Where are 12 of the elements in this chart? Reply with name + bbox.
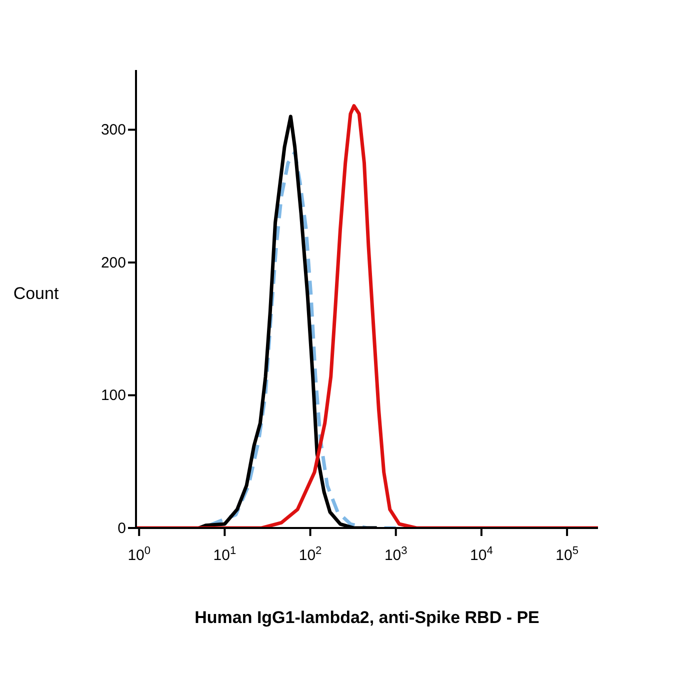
x-tick-label: 10$^{5}$ [556, 545, 578, 564]
y-tick-label: 100 [100, 387, 126, 404]
y-axis-title: Count [13, 284, 59, 303]
y-tick-label: 200 [100, 254, 126, 272]
y-tick-label: 0 [118, 520, 126, 537]
x-tick-label: 10$^{0}$ [128, 545, 151, 564]
x-tick-label: 10$^{2}$ [298, 545, 322, 564]
y-tick-label: 300 [100, 122, 126, 139]
x-tick-label: 10$^{3}$ [384, 545, 408, 564]
x-axis-title: Human IgG1-lambda2, anti-Spike RBD - PE [194, 608, 540, 627]
x-tick-label: 10$^{1}$ [213, 545, 236, 564]
x-tick-label: 10$^{4}$ [470, 545, 493, 564]
